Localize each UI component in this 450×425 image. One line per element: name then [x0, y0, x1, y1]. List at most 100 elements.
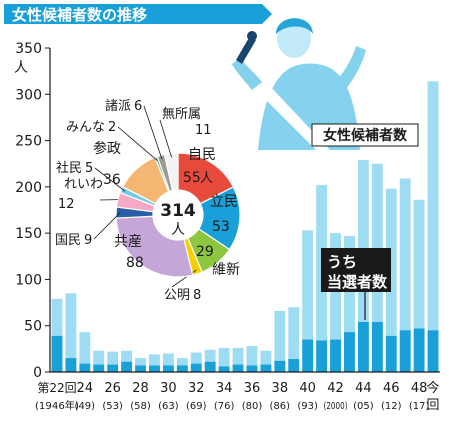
- y-tick-label: 350: [15, 41, 42, 57]
- x-tick-sublabel: (93): [297, 401, 318, 412]
- elected-label-line1: うち: [327, 253, 357, 271]
- elected-bar: [427, 330, 439, 372]
- x-tick-label: 38: [272, 381, 289, 396]
- candidate-bar: [121, 350, 133, 372]
- pie-slice: [115, 215, 194, 278]
- x-tick-sublabel: (80): [242, 401, 263, 412]
- elected-bar: [371, 322, 383, 372]
- elected-label-box: [321, 248, 391, 292]
- candidate-bar: [51, 298, 63, 372]
- pie-slice-value: 29: [196, 244, 214, 260]
- x-tick-label: 34: [216, 381, 233, 396]
- candidate-bar: [427, 81, 439, 372]
- x-tick-label: 今: [427, 380, 440, 396]
- x-tick-sublabel: (58): [130, 401, 151, 412]
- candidate-bar: [260, 350, 272, 372]
- pie-slice-value: 8: [193, 288, 201, 303]
- candidate-bar: [218, 347, 230, 372]
- pie-slice-name: みんな: [66, 120, 105, 135]
- elected-bar: [330, 339, 341, 372]
- x-tick-label: 26: [104, 381, 121, 396]
- pie-total-unit: 人: [171, 222, 185, 238]
- chart-title: 女性候補者数の推移: [12, 6, 147, 24]
- elected-bar: [93, 364, 105, 372]
- candidate-bar: [204, 349, 216, 372]
- x-tick-sublabel: (12): [381, 401, 402, 412]
- pie-slice-name: 立民: [210, 194, 238, 210]
- y-tick-label: 0: [33, 365, 42, 381]
- candidate-bar: [65, 293, 77, 372]
- candidate-bar: [344, 235, 355, 372]
- pie-slice-name: 維新: [212, 262, 240, 278]
- pie-slice-name: 自民: [188, 147, 216, 163]
- elected-bar: [149, 365, 160, 372]
- x-tick-label: 46: [383, 381, 400, 396]
- candidate-bar: [330, 233, 341, 372]
- x-tick-sublabel: (1946年): [35, 399, 79, 412]
- pie-slice-value: 6: [134, 99, 142, 114]
- candidates-label: 女性候補者数: [323, 127, 408, 144]
- pie-slice-name: 諸派: [105, 98, 131, 114]
- pie-slice-value: 5: [85, 161, 93, 176]
- elected-bar: [121, 361, 133, 372]
- elected-bar: [107, 364, 119, 372]
- pie-slice-name: 国民: [55, 233, 81, 248]
- pie-slice-name: 公明: [164, 288, 190, 303]
- pie-slice-value: 2: [108, 120, 116, 135]
- candidate-bar: [399, 178, 411, 372]
- y-tick-label: 250: [15, 134, 42, 150]
- y-tick-label: 100: [15, 272, 42, 288]
- pie-leader-line: [93, 212, 121, 240]
- elected-bar: [65, 358, 77, 372]
- speaker-hair: [276, 18, 313, 34]
- y-tick-label: 50: [24, 319, 42, 335]
- elected-bar: [135, 365, 146, 372]
- x-tick-label: 28: [132, 381, 149, 396]
- x-tick-label: 40: [299, 381, 316, 396]
- elected-bar: [218, 366, 230, 372]
- candidate-bar: [135, 358, 146, 372]
- x-tick-label: 30: [160, 381, 177, 396]
- candidate-bar: [79, 332, 91, 372]
- elected-bar: [344, 332, 355, 372]
- elected-bar: [385, 335, 397, 372]
- elected-bar: [399, 330, 411, 372]
- microphone-icon: [236, 36, 256, 64]
- x-tick-sublabel: (49): [75, 401, 96, 412]
- y-tick-label: 200: [15, 180, 42, 196]
- candidate-bar: [274, 310, 286, 372]
- pie-total-value: 314: [160, 201, 196, 221]
- pie-slice-value: 9: [84, 233, 92, 248]
- pie-slice-value: 53: [212, 219, 230, 235]
- microphone-head-icon: [247, 31, 257, 41]
- candidate-bar: [107, 351, 119, 372]
- candidate-bar: [232, 347, 244, 372]
- x-tick-label: 32: [188, 381, 205, 396]
- candidate-bar: [176, 358, 188, 372]
- pie-leader-line: [143, 105, 163, 160]
- candidate-bar: [190, 352, 202, 372]
- x-tick-sublabel: (05): [353, 401, 374, 412]
- x-tick-label: 第22回: [37, 381, 76, 395]
- pie-slice-unit: 人: [200, 171, 213, 186]
- y-tick-label: 300: [15, 87, 42, 103]
- speaker-arm-right: [334, 46, 366, 94]
- elected-label-line2: 当選者数: [327, 273, 388, 291]
- pie-leader-line: [159, 119, 173, 158]
- x-tick-label: 48: [411, 381, 428, 396]
- x-axis: 第22回 (1946年) 24 (49) 26 (53) 28 (58) 30 (63) 32 (69…: [35, 380, 440, 413]
- elected-bar: [274, 360, 286, 372]
- x-tick-sublabel: (86): [270, 401, 291, 412]
- x-tick-label: 24: [77, 381, 94, 396]
- elected-bar: [232, 364, 244, 372]
- pie-slice-name: 社民: [56, 160, 82, 176]
- pie-slice-value: 12: [58, 197, 75, 212]
- candidate-bar: [149, 354, 160, 372]
- pie-slice-name: 参政: [93, 140, 121, 157]
- elected-bar: [190, 363, 202, 372]
- elected-bar: [288, 359, 300, 372]
- x-tick-sublabel: (76): [214, 401, 235, 412]
- pie-slice: [163, 152, 179, 192]
